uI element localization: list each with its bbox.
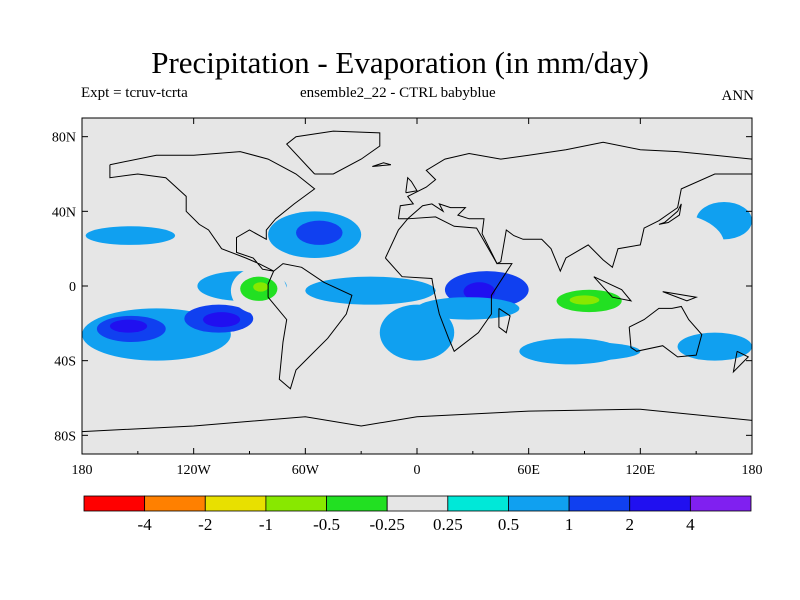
contour-region-14 [417, 297, 520, 320]
x-tick-label-0: 180 [72, 463, 93, 478]
colorbar-label-2: -1 [259, 515, 273, 534]
coastline-4 [628, 305, 703, 358]
coastline-7 [658, 203, 682, 225]
x-tick-label-3: 0 [414, 463, 421, 478]
y-tick-label-4: 80S [54, 429, 76, 444]
contour-region-8 [296, 220, 343, 245]
contour-region-5 [85, 226, 176, 245]
colorbar-label-7: 1 [565, 515, 574, 534]
coastline-9 [498, 307, 511, 334]
colorbar-swatch-5 [386, 495, 449, 512]
contour-region-4 [202, 312, 241, 328]
x-axis: 180 120W 60W 0 60E 120E 180 [72, 118, 763, 478]
contour-region-28 [569, 295, 600, 305]
colorbar-label-0: -4 [138, 515, 153, 534]
colorbar-swatch-10 [689, 495, 752, 512]
coastline-8 [405, 176, 418, 194]
contour-region-24 [286, 304, 343, 343]
coastlines [82, 130, 752, 433]
contour-region-19 [584, 383, 752, 408]
experiment-label: Expt = tcruv-tcrta [81, 85, 188, 101]
colorbar-swatch-6 [447, 495, 509, 512]
contour-region-17 [528, 342, 641, 361]
contour-region-32 [305, 360, 334, 380]
contour-region-25 [361, 258, 473, 277]
season-label: ANN [721, 88, 755, 104]
colorbar-swatch-9 [629, 495, 691, 512]
contour-region-29 [593, 211, 725, 277]
y-tick-label-0: 80N [52, 131, 76, 146]
contour-region-30 [82, 370, 138, 389]
contour-region-10 [379, 304, 455, 361]
y-tick-label-3: 40S [54, 355, 76, 370]
coastline-6 [82, 408, 752, 433]
colorbar: -4 -2 -1 -0.5 -0.25 0.25 0.5 1 2 4 [83, 495, 752, 534]
coastline-11 [662, 291, 699, 302]
coastline-3 [397, 141, 752, 273]
colorbar-swatch-8 [568, 495, 631, 512]
coastline-12 [732, 350, 750, 374]
coastline-2 [384, 216, 513, 353]
contour-region-20 [333, 136, 492, 174]
colorbar-swatch-1 [144, 495, 206, 512]
contour-region-15 [677, 332, 752, 361]
ensemble-label: ensemble2_22 - CTRL babyblue [300, 85, 496, 101]
contour-region-18 [82, 394, 194, 417]
coastline-5 [285, 130, 381, 175]
colorbar-swatch-0 [83, 495, 146, 512]
contour-region-9 [305, 276, 436, 305]
colorbar-label-5: 0.25 [433, 515, 463, 534]
contour-region-26 [528, 286, 752, 333]
x-tick-label-1: 120W [177, 463, 212, 478]
colorbar-label-1: -2 [198, 515, 212, 534]
x-tick-label-6: 180 [742, 463, 763, 478]
colorbar-swatch-4 [326, 495, 388, 512]
colorbar-swatch-7 [508, 495, 570, 512]
coastline-13 [372, 162, 392, 167]
y-tick-label-2: 0 [69, 280, 76, 295]
coastline-0 [109, 151, 316, 272]
colorbar-label-9: 4 [686, 515, 695, 534]
x-tick-label-4: 60E [517, 463, 540, 478]
contour-region-23 [253, 282, 269, 292]
contour-region-13 [463, 282, 496, 301]
colorbar-label-6: 0.5 [498, 515, 519, 534]
x-tick-label-2: 60W [292, 463, 320, 478]
contour-regions [82, 136, 752, 417]
colorbar-swatch-3 [265, 495, 327, 512]
coastline-1 [267, 263, 353, 390]
y-axis: 80N 40N 0 40S 80S [52, 131, 752, 444]
colorbar-label-8: 2 [625, 515, 634, 534]
x-tick-label-5: 120E [626, 463, 656, 478]
contour-region-2 [109, 319, 148, 333]
coastline-10 [593, 276, 633, 302]
colorbar-label-4: -0.25 [369, 515, 404, 534]
colorbar-swatch-2 [204, 495, 267, 512]
colorbar-label-3: -0.5 [313, 515, 340, 534]
y-tick-label-1: 40N [52, 205, 76, 220]
chart-title: Precipitation - Evaporation (in mm/day) [151, 45, 649, 80]
